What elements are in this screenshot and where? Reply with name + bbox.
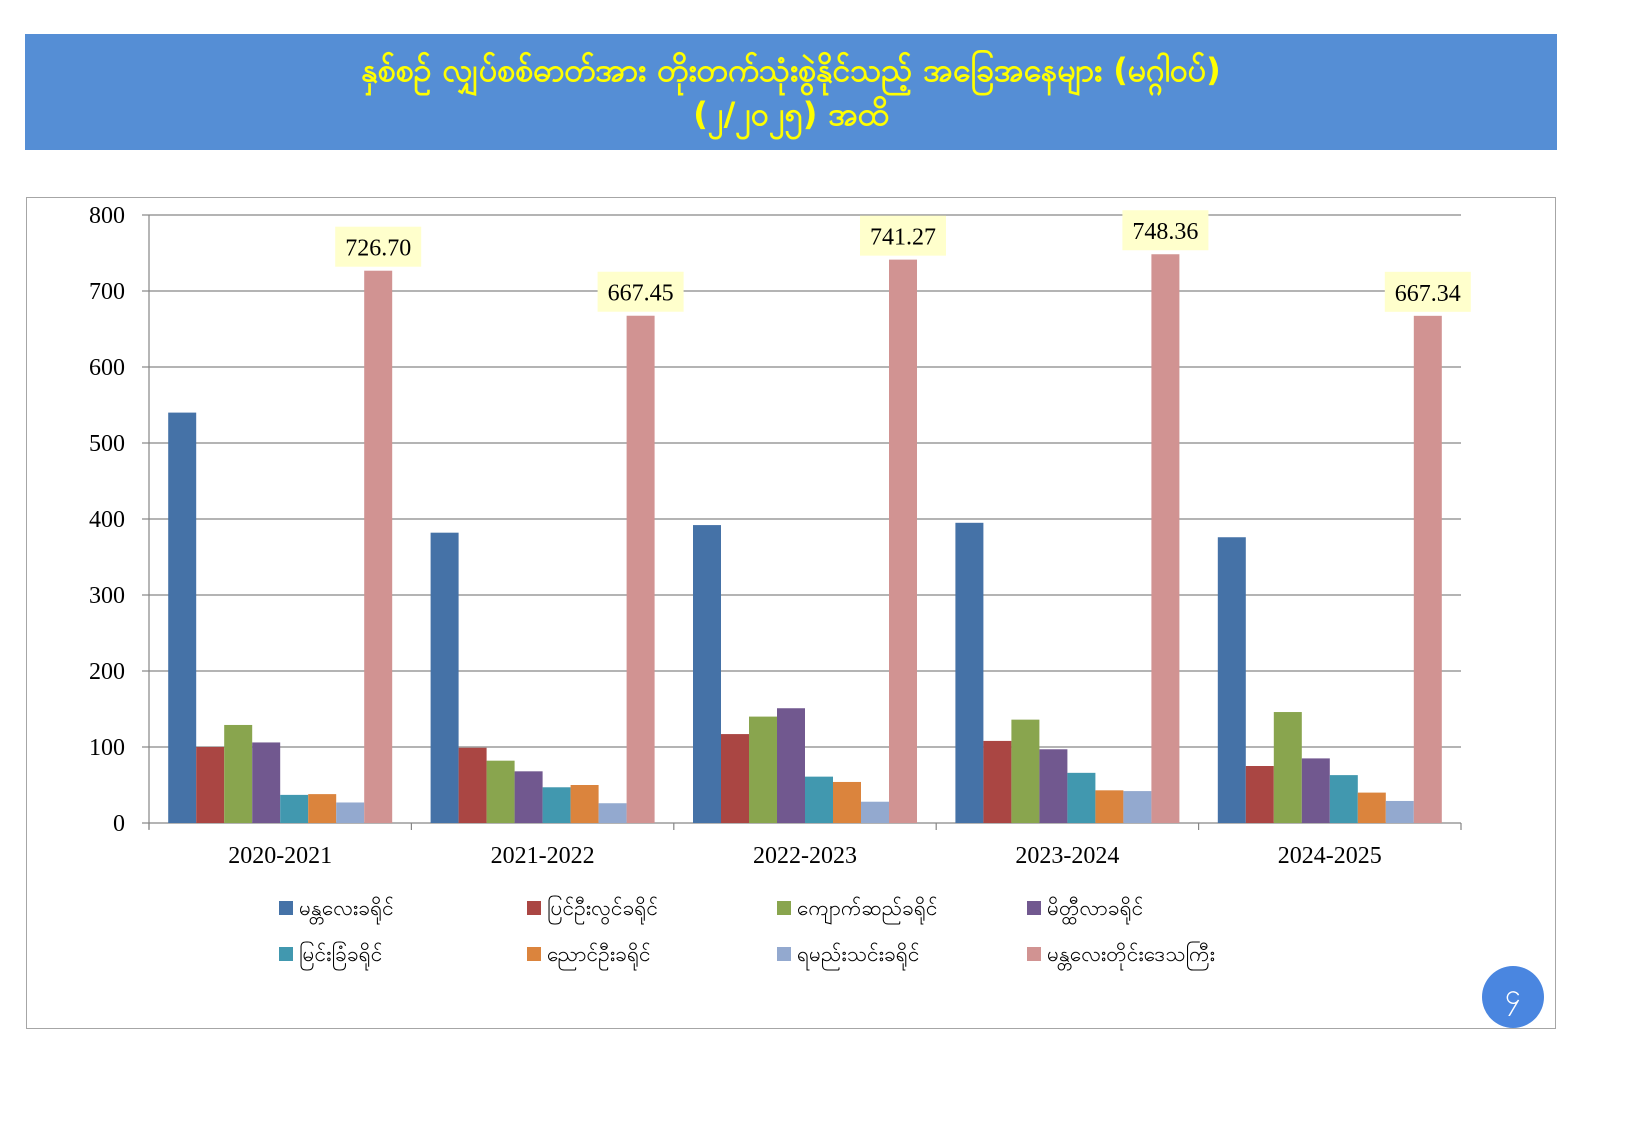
legend-label: မန္တလေးခရိုင်: [299, 895, 394, 925]
bar-8-2020-2021: [364, 270, 393, 823]
data-label-box: [1122, 210, 1209, 251]
y-tick-label: 800: [89, 203, 125, 229]
legend-swatch: [279, 947, 293, 961]
legend-swatch: [527, 947, 541, 961]
data-label: 667.34: [1395, 281, 1461, 307]
bar-7-2022-2023: [861, 801, 889, 823]
y-tick-label: 300: [89, 583, 125, 609]
data-label: 741.27: [870, 225, 936, 251]
bar-1-2024-2025: [1217, 537, 1246, 823]
title-banner: နှစ်စဉ် လျှပ်စစ်ဓာတ်အား တိုးတက်သုံးစွဲနိ…: [25, 34, 1557, 150]
legend-swatch: [777, 901, 791, 915]
legend-label: ပြင်ဦးလွင်ခရိုင်: [547, 894, 658, 926]
chart-title-line-1: နှစ်စဉ် လျှပ်စစ်ဓာတ်အား တိုးတက်သုံးစွဲနိ…: [361, 51, 1221, 89]
data-label: 748.36: [1132, 219, 1198, 245]
bar-1-2021-2022: [430, 532, 459, 823]
y-tick-label: 700: [89, 279, 125, 305]
bar-5-2024-2025: [1329, 775, 1358, 823]
bar-2-2023-2024: [983, 740, 1012, 823]
x-tick-label: 2021-2022: [491, 843, 595, 869]
data-label-box: [860, 215, 946, 256]
page-number-badge: ၄: [1482, 966, 1544, 1028]
data-label: 726.70: [345, 236, 411, 262]
bar-2-2020-2021: [196, 747, 225, 823]
legend-swatch: [1027, 947, 1041, 961]
bar-2-2021-2022: [458, 747, 487, 823]
data-label-box: [335, 226, 422, 267]
legend-label: ရမည်းသင်းခရိုင်: [797, 941, 920, 971]
bar-chart: 0 100 200 300 400 500 600 700 800 2020-2021 2021-2…: [89, 203, 1471, 971]
bar-4-2020-2021: [252, 742, 281, 823]
bar-3-2020-2021: [224, 724, 253, 823]
y-tick-label: 100: [89, 735, 125, 761]
legend-label: မန္တလေးတိုင်းဒေသကြီး: [1047, 940, 1215, 971]
bar-3-2024-2025: [1273, 712, 1302, 823]
bar-6-2024-2025: [1357, 792, 1386, 823]
bar-3-2023-2024: [1011, 719, 1040, 823]
x-tick-label: 2022-2023: [753, 843, 857, 869]
bar-3-2021-2022: [486, 760, 515, 823]
bar-4-2021-2022: [514, 771, 543, 823]
bar-7-2020-2021: [336, 802, 365, 823]
bar-7-2024-2025: [1385, 800, 1414, 823]
bar-7-2021-2022: [598, 803, 627, 823]
bar-6-2022-2023: [833, 781, 861, 823]
legend-label: ညောင်ဦးခရိုင်: [547, 941, 651, 971]
bar-8-2023-2024: [1151, 254, 1180, 823]
data-label: 667.45: [608, 281, 674, 307]
bar-4-2024-2025: [1301, 758, 1330, 823]
bar-1-2020-2021: [168, 412, 197, 823]
bar-3-2022-2023: [749, 716, 777, 823]
chart-title-line-2: (၂/၂၀၂၅) အထိ: [693, 95, 889, 133]
legend-swatch: [1027, 901, 1041, 915]
bar-5-2023-2024: [1067, 772, 1096, 823]
chart-frame: 0 100 200 300 400 500 600 700 800 2020-2021 2021-2…: [26, 197, 1556, 1029]
y-tick-label: 600: [89, 355, 125, 381]
bar-8-2021-2022: [626, 315, 655, 823]
bar-4-2022-2023: [777, 708, 805, 823]
bar-6-2023-2024: [1095, 790, 1124, 823]
bar-8-2022-2023: [889, 259, 917, 824]
y-tick-label: 200: [89, 659, 125, 685]
bar-5-2021-2022: [542, 787, 571, 823]
bar-8-2024-2025: [1413, 315, 1442, 823]
bar-5-2020-2021: [280, 794, 309, 823]
x-tick-label: 2020-2021: [228, 843, 332, 869]
bar-2-2024-2025: [1245, 766, 1274, 823]
bar-1-2023-2024: [955, 522, 984, 823]
legend-swatch: [279, 901, 293, 915]
legend-label: မြင်းခြံခရိုင်: [299, 940, 382, 971]
y-tick-label: 500: [89, 431, 125, 457]
legend-swatch: [777, 947, 791, 961]
x-tick-label: 2024-2025: [1278, 843, 1382, 869]
data-label-box: [1384, 271, 1471, 312]
legend-label: မိတ္ထီလာခရိုင်: [1047, 895, 1143, 925]
data-label-box: [597, 271, 684, 312]
legend-swatch: [527, 901, 541, 915]
legend-label: ကျောက်ဆည်ခရိုင်: [797, 895, 938, 925]
bar-2-2022-2023: [721, 734, 749, 823]
bar-4-2023-2024: [1039, 749, 1068, 823]
bar-6-2021-2022: [570, 785, 599, 823]
bar-5-2022-2023: [805, 776, 833, 823]
bar-1-2022-2023: [693, 525, 721, 823]
y-tick-label: 0: [113, 811, 125, 837]
bar-7-2023-2024: [1123, 791, 1152, 823]
y-tick-label: 400: [89, 507, 125, 533]
bar-6-2020-2021: [308, 794, 337, 823]
x-tick-label: 2023-2024: [1015, 843, 1119, 869]
